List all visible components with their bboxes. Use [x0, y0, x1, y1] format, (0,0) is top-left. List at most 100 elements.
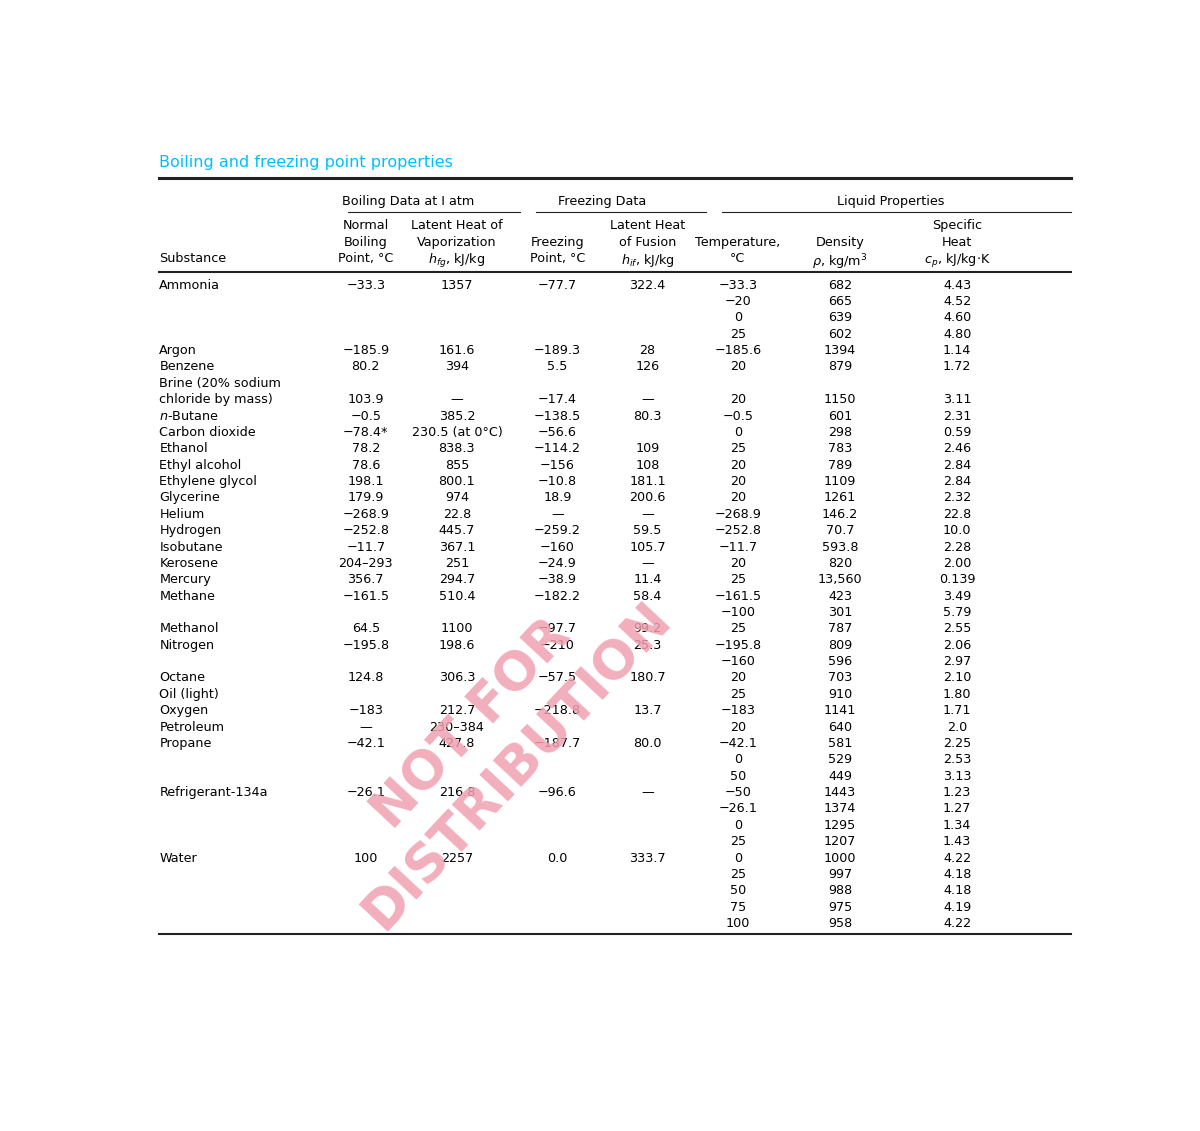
- Text: 2.31: 2.31: [943, 409, 972, 423]
- Text: Glycerine: Glycerine: [160, 491, 220, 504]
- Text: 1100: 1100: [440, 622, 473, 636]
- Text: Ethylene glycol: Ethylene glycol: [160, 475, 257, 487]
- Text: Hydrogen: Hydrogen: [160, 524, 222, 537]
- Text: Helium: Helium: [160, 508, 204, 520]
- Text: 2.55: 2.55: [943, 622, 972, 636]
- Text: 124.8: 124.8: [348, 672, 384, 684]
- Text: 4.19: 4.19: [943, 900, 971, 914]
- Text: 4.80: 4.80: [943, 328, 972, 340]
- Text: 1261: 1261: [824, 491, 856, 504]
- Text: 1.27: 1.27: [943, 803, 972, 815]
- Text: 910: 910: [828, 688, 852, 701]
- Text: −17.4: −17.4: [538, 394, 577, 406]
- Text: 25: 25: [730, 622, 746, 636]
- Text: 4.22: 4.22: [943, 852, 971, 864]
- Text: $n$-Butane: $n$-Butane: [160, 409, 218, 423]
- Text: 3.49: 3.49: [943, 589, 971, 603]
- Text: −24.9: −24.9: [538, 556, 577, 570]
- Text: 20: 20: [730, 556, 746, 570]
- Text: −42.1: −42.1: [719, 737, 757, 750]
- Text: 2.84: 2.84: [943, 475, 971, 487]
- Text: 602: 602: [828, 328, 852, 340]
- Text: Boiling: Boiling: [344, 236, 388, 249]
- Text: −96.6: −96.6: [538, 786, 577, 800]
- Text: 529: 529: [828, 753, 852, 767]
- Text: 787: 787: [828, 622, 852, 636]
- Text: −183: −183: [348, 705, 383, 717]
- Text: °C: °C: [730, 252, 745, 266]
- Text: 99.2: 99.2: [634, 622, 661, 636]
- Text: 80.2: 80.2: [352, 361, 380, 373]
- Text: 988: 988: [828, 884, 852, 897]
- Text: 2.00: 2.00: [943, 556, 972, 570]
- Text: Latent Heat: Latent Heat: [610, 219, 685, 232]
- Text: −56.6: −56.6: [538, 426, 577, 439]
- Text: Carbon dioxide: Carbon dioxide: [160, 426, 256, 439]
- Text: 198.6: 198.6: [439, 639, 475, 651]
- Text: 4.18: 4.18: [943, 884, 972, 897]
- Text: −218.8: −218.8: [534, 705, 581, 717]
- Text: 427.8: 427.8: [439, 737, 475, 750]
- Text: 2.28: 2.28: [943, 541, 971, 553]
- Text: 216.8: 216.8: [439, 786, 475, 800]
- Text: 13,560: 13,560: [817, 573, 863, 586]
- Text: 70.7: 70.7: [826, 524, 854, 537]
- Text: −183: −183: [720, 705, 755, 717]
- Text: 1443: 1443: [824, 786, 856, 800]
- Text: 4.60: 4.60: [943, 311, 971, 325]
- Text: 997: 997: [828, 867, 852, 881]
- Text: Ammonia: Ammonia: [160, 278, 221, 292]
- Text: $h_{fg}$, kJ/kg: $h_{fg}$, kJ/kg: [428, 252, 486, 270]
- Text: 5.79: 5.79: [943, 606, 972, 619]
- Text: 10.0: 10.0: [943, 524, 972, 537]
- Text: 306.3: 306.3: [439, 672, 475, 684]
- Text: 4.22: 4.22: [943, 917, 971, 930]
- Text: −160: −160: [720, 655, 755, 668]
- Text: Specific: Specific: [932, 219, 983, 232]
- Text: Octane: Octane: [160, 672, 205, 684]
- Text: 251: 251: [445, 556, 469, 570]
- Text: −195.8: −195.8: [714, 639, 761, 651]
- Text: Freezing Data: Freezing Data: [558, 195, 646, 208]
- Text: 385.2: 385.2: [439, 409, 475, 423]
- Text: Heat: Heat: [942, 236, 972, 249]
- Text: 1.14: 1.14: [943, 344, 972, 357]
- Text: −185.9: −185.9: [342, 344, 389, 357]
- Text: 50: 50: [730, 884, 746, 897]
- Text: 230–384: 230–384: [430, 720, 485, 734]
- Text: 593.8: 593.8: [822, 541, 858, 553]
- Text: 146.2: 146.2: [822, 508, 858, 520]
- Text: 1207: 1207: [824, 835, 857, 848]
- Text: 179.9: 179.9: [348, 491, 384, 504]
- Text: Petroleum: Petroleum: [160, 720, 224, 734]
- Text: 2.10: 2.10: [943, 672, 972, 684]
- Text: 703: 703: [828, 672, 852, 684]
- Text: −77.7: −77.7: [538, 278, 577, 292]
- Text: −259.2: −259.2: [534, 524, 581, 537]
- Text: Isobutane: Isobutane: [160, 541, 223, 553]
- Text: 3.11: 3.11: [943, 394, 972, 406]
- Text: −161.5: −161.5: [342, 589, 389, 603]
- Text: 301: 301: [828, 606, 852, 619]
- Text: 212.7: 212.7: [439, 705, 475, 717]
- Text: −187.7: −187.7: [534, 737, 581, 750]
- Text: $h_{if}$, kJ/kg: $h_{if}$, kJ/kg: [620, 252, 674, 269]
- Text: −100: −100: [720, 606, 755, 619]
- Text: 161.6: 161.6: [439, 344, 475, 357]
- Text: 0: 0: [733, 852, 742, 864]
- Text: 394: 394: [445, 361, 469, 373]
- Text: 25.3: 25.3: [634, 639, 661, 651]
- Text: 80.0: 80.0: [634, 737, 662, 750]
- Text: Normal: Normal: [343, 219, 389, 232]
- Text: Methanol: Methanol: [160, 622, 218, 636]
- Text: 510.4: 510.4: [439, 589, 475, 603]
- Text: −210: −210: [540, 639, 575, 651]
- Text: 50: 50: [730, 770, 746, 783]
- Text: 1.43: 1.43: [943, 835, 972, 848]
- Text: 1000: 1000: [824, 852, 857, 864]
- Text: 367.1: 367.1: [439, 541, 475, 553]
- Text: Freezing: Freezing: [530, 236, 584, 249]
- Text: 2.32: 2.32: [943, 491, 971, 504]
- Text: 4.18: 4.18: [943, 867, 972, 881]
- Text: 25: 25: [730, 328, 746, 340]
